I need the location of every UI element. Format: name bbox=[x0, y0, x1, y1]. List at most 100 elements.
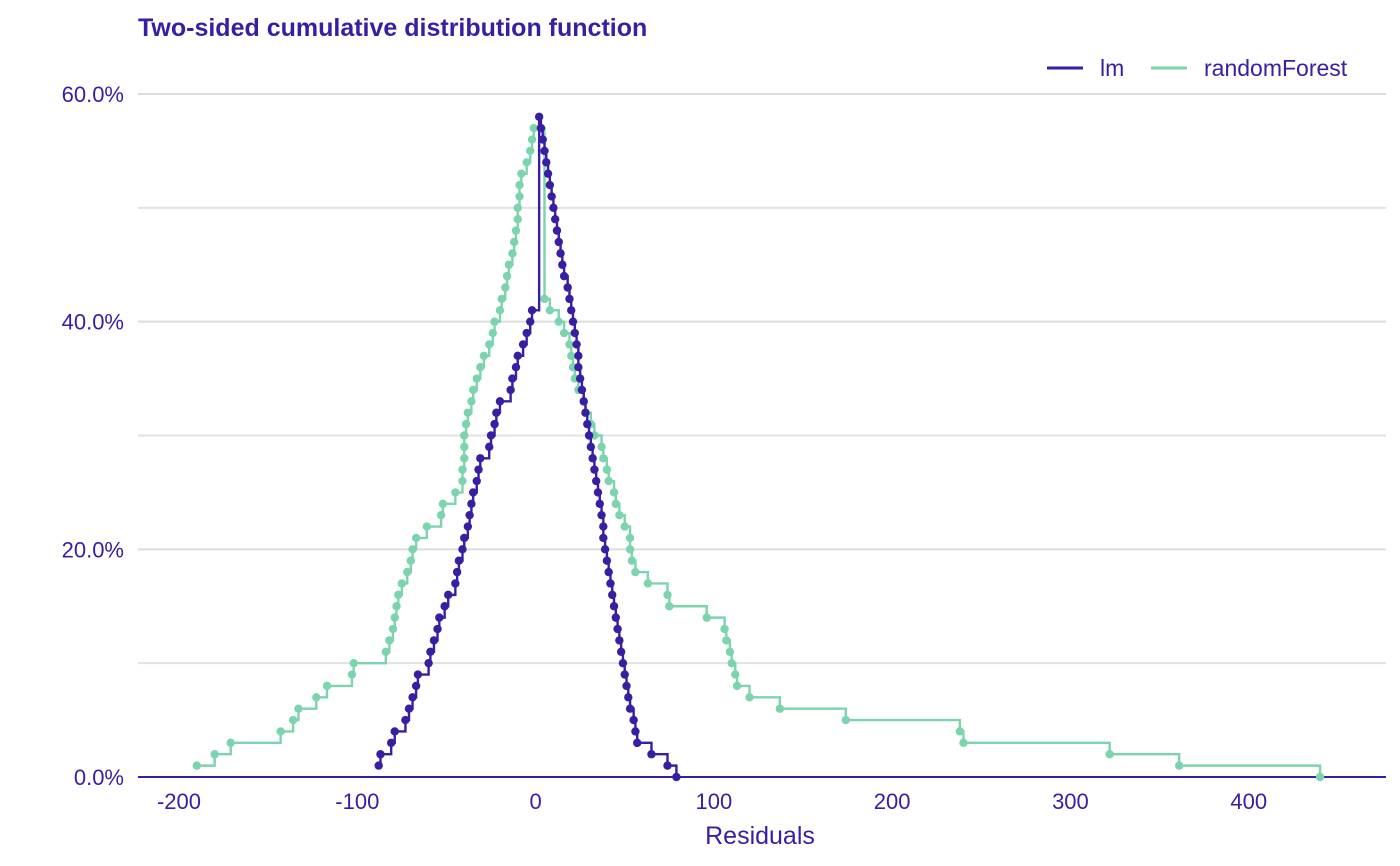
data-point-lm bbox=[429, 636, 439, 645]
data-point-randomForest bbox=[615, 510, 624, 520]
data-point-lm bbox=[511, 363, 521, 372]
data-point-randomForest bbox=[513, 215, 522, 224]
data-point-randomForest bbox=[381, 647, 391, 656]
data-point-randomForest bbox=[502, 271, 512, 281]
series-line-lm bbox=[378, 115, 678, 777]
data-point-lm bbox=[472, 476, 481, 486]
data-point-lm bbox=[543, 169, 553, 178]
data-point-lm bbox=[492, 408, 501, 417]
data-point-lm bbox=[413, 670, 423, 679]
data-point-randomForest bbox=[559, 328, 569, 338]
data-point-lm bbox=[574, 363, 583, 372]
data-point-randomForest bbox=[210, 750, 219, 759]
data-point-lm bbox=[590, 465, 599, 474]
data-point-randomForest bbox=[625, 545, 635, 554]
data-point-randomForest bbox=[501, 283, 510, 292]
data-point-randomForest bbox=[565, 340, 574, 349]
data-point-lm bbox=[672, 772, 681, 782]
data-point-lm bbox=[508, 374, 517, 383]
data-point-lm bbox=[534, 112, 544, 121]
data-point-lm bbox=[474, 465, 483, 474]
data-point-randomForest bbox=[460, 454, 469, 463]
data-point-lm bbox=[476, 454, 485, 463]
data-point-lm bbox=[618, 658, 628, 668]
data-point-lm bbox=[624, 693, 633, 702]
data-point-lm bbox=[581, 408, 590, 417]
data-point-randomForest bbox=[515, 192, 524, 201]
data-point-lm bbox=[588, 454, 597, 463]
data-point-randomForest bbox=[665, 602, 674, 611]
data-point-lm bbox=[574, 351, 583, 361]
data-point-lm bbox=[613, 624, 622, 634]
y-tick-label: 40.0% bbox=[62, 310, 124, 335]
data-point-lm bbox=[424, 658, 433, 668]
data-point-randomForest bbox=[460, 442, 469, 452]
data-point-randomForest bbox=[312, 693, 321, 702]
data-point-randomForest bbox=[1315, 772, 1325, 782]
data-point-randomForest bbox=[508, 249, 517, 258]
data-point-randomForest bbox=[554, 317, 563, 326]
data-point-lm bbox=[538, 135, 547, 144]
data-point-randomForest bbox=[488, 328, 497, 338]
data-point-randomForest bbox=[288, 715, 298, 725]
data-point-lm bbox=[433, 624, 442, 634]
data-point-lm bbox=[542, 158, 551, 167]
data-point-randomForest bbox=[461, 419, 471, 429]
data-point-lm bbox=[411, 681, 421, 691]
data-point-lm bbox=[376, 750, 385, 759]
data-point-lm bbox=[633, 738, 642, 748]
data-point-randomForest bbox=[604, 476, 613, 486]
data-point-randomForest bbox=[392, 602, 401, 611]
data-point-lm bbox=[386, 738, 396, 748]
data-point-randomForest bbox=[460, 431, 469, 440]
data-point-randomForest bbox=[385, 636, 394, 645]
data-point-randomForest bbox=[527, 135, 537, 144]
data-point-randomForest bbox=[436, 510, 446, 520]
data-point-randomForest bbox=[663, 590, 672, 600]
data-point-randomForest bbox=[511, 226, 521, 235]
data-point-randomForest bbox=[529, 123, 538, 133]
data-point-lm bbox=[563, 283, 572, 292]
data-point-lm bbox=[572, 340, 581, 349]
data-point-randomForest bbox=[1105, 750, 1114, 759]
data-point-lm bbox=[401, 715, 410, 725]
data-point-lm bbox=[458, 545, 467, 554]
x-tick-label: -200 bbox=[157, 789, 201, 814]
data-point-lm bbox=[609, 602, 619, 611]
data-point-randomForest bbox=[403, 567, 412, 577]
data-point-lm bbox=[549, 203, 558, 213]
data-point-randomForest bbox=[406, 556, 415, 565]
data-point-lm bbox=[597, 510, 606, 520]
data-point-lm bbox=[550, 215, 560, 224]
data-point-lm bbox=[522, 328, 531, 338]
data-point-randomForest bbox=[732, 681, 742, 691]
gridlines bbox=[138, 93, 1386, 665]
x-tick-label: 300 bbox=[1052, 789, 1089, 814]
data-point-randomForest bbox=[294, 704, 303, 713]
data-point-lm bbox=[486, 431, 496, 440]
x-tick-label: 100 bbox=[696, 789, 733, 814]
data-point-randomForest bbox=[627, 556, 637, 565]
data-point-lm bbox=[518, 340, 528, 349]
data-point-lm bbox=[440, 602, 449, 611]
data-point-lm bbox=[604, 567, 613, 577]
legend-label-lm: lm bbox=[1100, 55, 1124, 81]
data-point-lm bbox=[600, 545, 610, 554]
data-point-lm bbox=[602, 556, 612, 565]
data-point-lm bbox=[463, 522, 473, 531]
data-point-randomForest bbox=[625, 533, 635, 543]
data-point-lm bbox=[374, 761, 383, 770]
data-point-lm bbox=[593, 488, 603, 497]
data-point-randomForest bbox=[347, 670, 357, 679]
data-point-lm bbox=[616, 647, 626, 656]
data-point-lm bbox=[625, 704, 635, 713]
data-point-randomForest bbox=[322, 681, 332, 691]
y-tick-label: 20.0% bbox=[62, 537, 124, 562]
data-point-lm bbox=[565, 294, 574, 304]
data-point-lm bbox=[513, 351, 522, 361]
data-point-randomForest bbox=[517, 169, 526, 178]
data-point-randomForest bbox=[349, 658, 358, 668]
data-point-lm bbox=[575, 374, 585, 383]
data-point-lm bbox=[460, 533, 469, 543]
data-point-randomForest bbox=[422, 522, 432, 531]
